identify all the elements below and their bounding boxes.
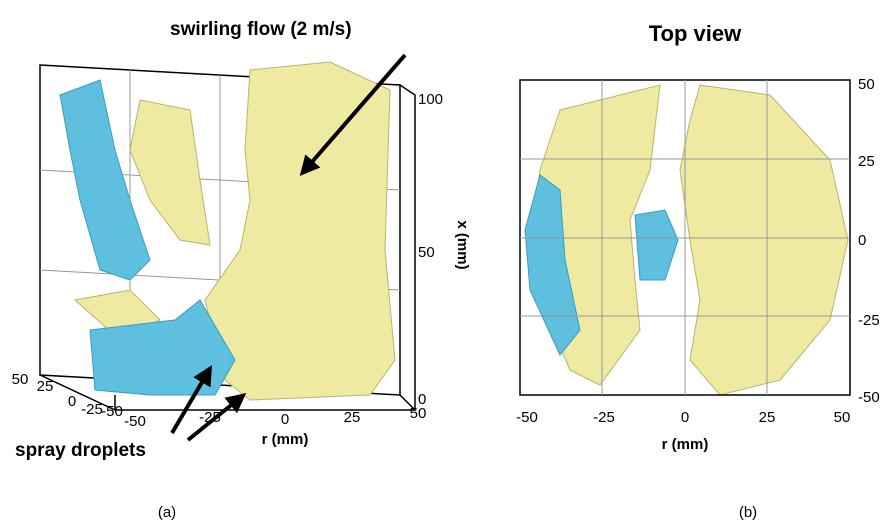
annotation: spray droplets: [15, 440, 146, 461]
tick-label: -50: [124, 413, 146, 430]
figure: swirling flow (2 m/s) spray droplets -50…: [0, 0, 885, 524]
tick-label: 50: [12, 371, 29, 388]
panel-b-isosurfaces: [525, 85, 848, 395]
panel-title: Top view: [649, 21, 742, 46]
tick-label: -50: [858, 389, 880, 406]
tick-label: 0: [281, 411, 289, 428]
tick-label: 100: [418, 91, 443, 108]
tick-label: -25: [199, 409, 221, 426]
annotation: swirling flow (2 m/s): [170, 19, 352, 40]
tick-label: -25: [81, 401, 103, 418]
tick-label: 0: [858, 232, 866, 249]
tick-label: 25: [344, 409, 361, 426]
tick-label: 25: [37, 378, 54, 395]
tick-label: 25: [858, 153, 875, 170]
axis-title: r (mm): [262, 431, 309, 448]
tick-label: -50: [101, 403, 123, 420]
tick-label: 25: [759, 409, 776, 426]
axis-title: r (mm): [662, 436, 709, 453]
panel-label: (a): [158, 504, 176, 521]
tick-label: 0: [68, 393, 76, 410]
axis-title: x (mm): [454, 220, 471, 269]
tick-label: 50: [834, 409, 851, 426]
tick-label: 0: [681, 409, 689, 426]
tick-label: 50: [858, 76, 875, 93]
tick-label: -25: [858, 312, 880, 329]
tick-label: 0: [418, 391, 426, 408]
panel-label: (b): [739, 504, 757, 521]
panel-a-isosurfaces: [60, 62, 395, 400]
tick-label: -25: [593, 409, 615, 426]
tick-label: 50: [418, 244, 435, 261]
tick-label: -50: [516, 409, 538, 426]
